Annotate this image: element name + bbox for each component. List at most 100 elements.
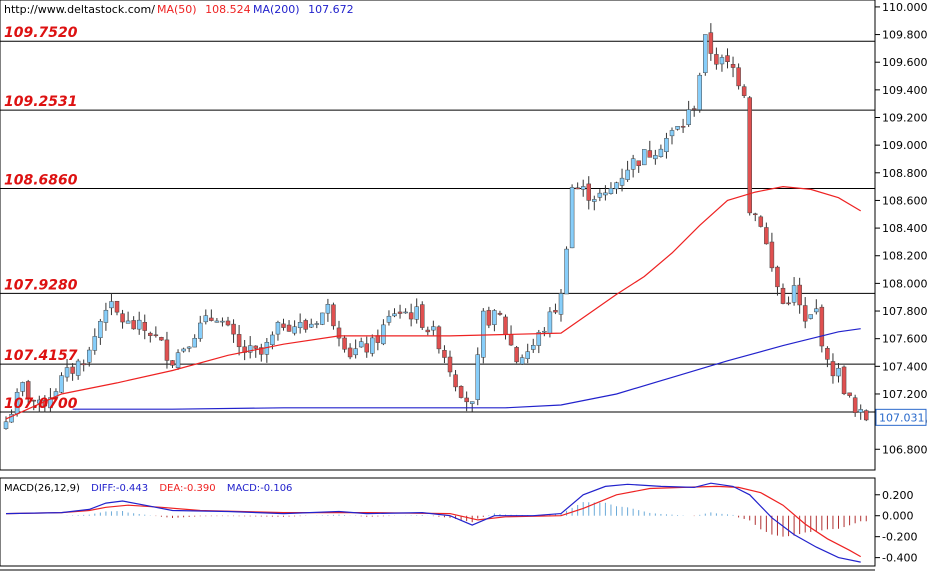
candle-body bbox=[92, 336, 98, 351]
candle-body bbox=[603, 192, 608, 196]
candle-body bbox=[669, 130, 675, 137]
price-tick-label: 109.000 bbox=[882, 139, 928, 152]
candle-body bbox=[331, 304, 336, 327]
macd-panel bbox=[0, 477, 876, 567]
candle-body bbox=[647, 150, 653, 158]
candle-body bbox=[630, 158, 636, 170]
candle-body bbox=[9, 414, 14, 423]
support-resistance-levels bbox=[0, 40, 875, 413]
candle-body bbox=[48, 397, 53, 409]
candle-body bbox=[320, 312, 325, 325]
candle-body bbox=[292, 326, 297, 334]
candle-body bbox=[608, 187, 614, 194]
candle-body bbox=[569, 187, 575, 249]
macd-dea-legend: DEA:-0.390 bbox=[159, 483, 215, 494]
candle-body bbox=[497, 312, 503, 315]
candle-body bbox=[830, 361, 836, 377]
level-label: 107.4157 bbox=[4, 348, 78, 364]
candle-body bbox=[397, 311, 403, 314]
candle-body bbox=[164, 339, 170, 361]
candle-body bbox=[847, 392, 852, 396]
candle-body bbox=[81, 363, 86, 366]
candles bbox=[3, 23, 869, 430]
current-price-box bbox=[875, 408, 927, 426]
price-tick-label: 108.400 bbox=[882, 222, 928, 235]
candle-body bbox=[597, 192, 603, 198]
candle-body bbox=[392, 313, 397, 317]
candle-body bbox=[347, 347, 353, 358]
candle-body bbox=[275, 321, 281, 335]
candle-body bbox=[142, 321, 147, 331]
price-tick-label: 109.400 bbox=[882, 84, 928, 97]
macd-diff-label: DIFF: bbox=[91, 483, 116, 494]
candle-body bbox=[375, 335, 381, 343]
macd-dea-value: -0.390 bbox=[183, 483, 216, 494]
candle-body bbox=[625, 169, 630, 180]
candle-body bbox=[203, 315, 209, 323]
candle-body bbox=[336, 327, 342, 339]
candle-body bbox=[503, 316, 508, 335]
candle-body bbox=[114, 300, 120, 313]
price-tick-label: 108.800 bbox=[882, 167, 928, 180]
macd-title: MACD(26,12,9) bbox=[4, 483, 80, 494]
level-label: 107.0700 bbox=[4, 396, 78, 412]
candle-body bbox=[514, 347, 519, 363]
candle-body bbox=[825, 347, 830, 360]
ma50-line bbox=[5, 185, 862, 420]
macd-legend: MACD(26,12,9) DIFF:-0.443 DEA:-0.390 MAC… bbox=[4, 483, 292, 494]
candle-body bbox=[253, 345, 258, 349]
candle-body bbox=[420, 304, 425, 328]
price-tick-label: 108.600 bbox=[882, 194, 928, 207]
candle-body bbox=[270, 334, 275, 346]
candle-body bbox=[125, 320, 131, 324]
candle-body bbox=[475, 354, 480, 400]
candle-body bbox=[364, 343, 369, 353]
candle-body bbox=[314, 323, 320, 325]
candle-body bbox=[719, 57, 725, 65]
candle-body bbox=[586, 183, 591, 201]
candle-body bbox=[508, 334, 514, 346]
candle-body bbox=[747, 97, 752, 214]
level-labels: 109.7520 109.2531 108.6860 107.9280 107.4157… bbox=[4, 25, 78, 412]
ma200-legend: MA(200) 107.672 bbox=[253, 3, 354, 16]
macd-tick-label: 0.200 bbox=[882, 489, 914, 502]
price-tick-label: 107.800 bbox=[882, 305, 928, 318]
candle-body bbox=[714, 54, 719, 65]
macd-panel-frame bbox=[0, 477, 876, 567]
candle-body bbox=[564, 248, 569, 295]
candle-body bbox=[525, 351, 530, 359]
candle-body bbox=[103, 309, 109, 323]
candle-body bbox=[636, 160, 641, 166]
candle-body bbox=[492, 310, 497, 325]
candle-body bbox=[836, 367, 841, 377]
candle-body bbox=[259, 347, 264, 355]
candle-body bbox=[725, 55, 730, 62]
level-label: 108.6860 bbox=[4, 173, 78, 189]
candle-body bbox=[386, 315, 392, 323]
candle-body bbox=[170, 360, 175, 366]
price-tick-label: 109.200 bbox=[882, 112, 928, 125]
site-url[interactable]: http://www.deltastock.com/ bbox=[4, 3, 155, 16]
candle-body bbox=[764, 227, 769, 245]
candle-body bbox=[858, 409, 863, 413]
candle-body bbox=[553, 310, 558, 313]
candle-body bbox=[358, 341, 364, 348]
candle-body bbox=[186, 346, 192, 349]
candle-body bbox=[159, 336, 164, 341]
candle-body bbox=[431, 326, 436, 331]
candle-body bbox=[120, 313, 125, 323]
price-tick-label: 109.800 bbox=[882, 29, 928, 42]
candle-body bbox=[3, 421, 9, 429]
candle-body bbox=[775, 266, 780, 288]
candle-body bbox=[59, 375, 64, 393]
candle-body bbox=[791, 285, 797, 303]
ma200-label: MA(200) bbox=[253, 3, 300, 16]
candle-body bbox=[286, 324, 292, 332]
candle-body bbox=[214, 320, 220, 323]
candle-body bbox=[730, 64, 736, 68]
ma200-line bbox=[72, 328, 861, 410]
price-tick-label: 109.600 bbox=[882, 56, 928, 69]
price-tick-label: 107.200 bbox=[882, 388, 928, 401]
